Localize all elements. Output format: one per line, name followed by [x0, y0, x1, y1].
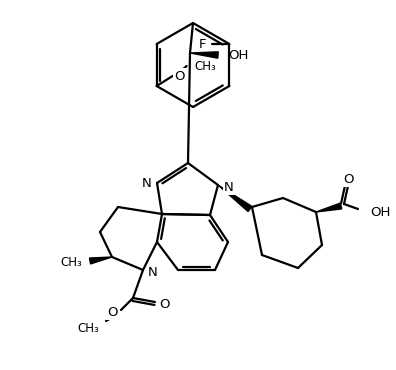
- Polygon shape: [89, 257, 112, 264]
- Text: OH: OH: [370, 205, 390, 219]
- Polygon shape: [190, 52, 218, 58]
- Text: OH: OH: [228, 48, 248, 61]
- Polygon shape: [218, 185, 252, 212]
- Text: O: O: [107, 306, 118, 319]
- Polygon shape: [316, 203, 342, 212]
- Text: N: N: [224, 181, 234, 194]
- Text: N: N: [148, 266, 158, 279]
- Text: N: N: [141, 176, 151, 189]
- Text: O: O: [159, 297, 169, 310]
- Text: CH₃: CH₃: [77, 322, 99, 334]
- Text: CH₃: CH₃: [194, 60, 216, 73]
- Text: F: F: [199, 37, 206, 50]
- Text: O: O: [343, 172, 353, 185]
- Text: CH₃: CH₃: [60, 256, 82, 269]
- Text: O: O: [175, 70, 185, 83]
